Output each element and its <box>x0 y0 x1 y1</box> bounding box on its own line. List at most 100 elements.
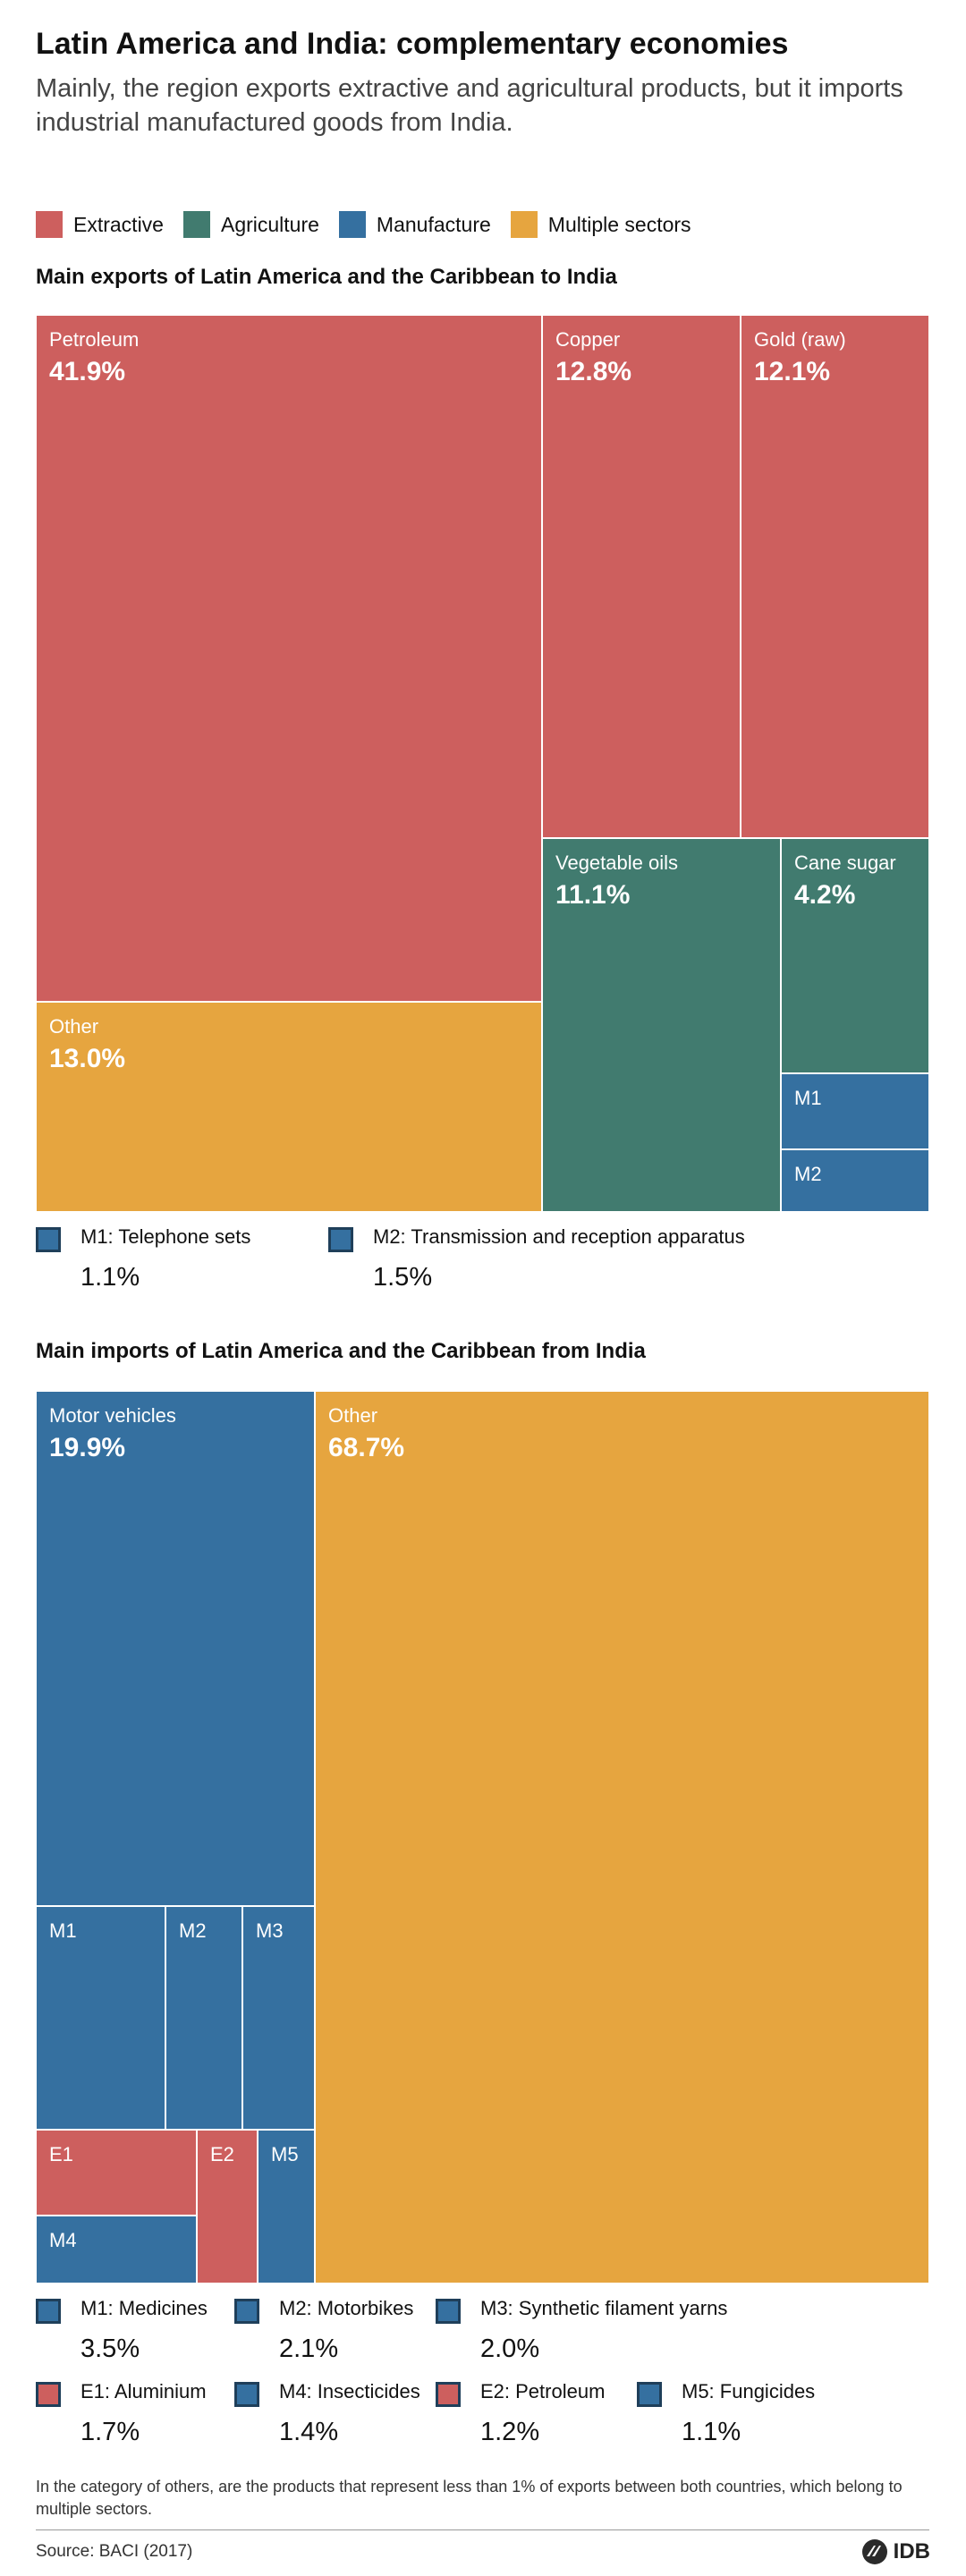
legend-swatch-agriculture <box>182 211 210 238</box>
imports-cell-e2: E2 <box>197 2130 258 2284</box>
imports-cell-m2: M2 <box>165 1906 242 2130</box>
imports-key-label: M2: Motorbikes <box>279 2297 414 2319</box>
imports-cell-label: M5 <box>271 2143 299 2165</box>
exports-cell-label: Vegetable oils <box>555 852 678 874</box>
imports-key-swatch <box>637 2382 662 2407</box>
imports-cell-value: 68.7% <box>328 1433 405 1462</box>
legend-label-extractive: Extractive <box>73 212 164 236</box>
imports-key-swatch <box>36 2382 61 2407</box>
exports-key-swatch <box>36 1227 61 1252</box>
imports-cell-label: M4 <box>49 2229 77 2251</box>
legend-item-multiple: Multiple sectors <box>510 211 691 238</box>
imports-key-label: E1: Aluminium <box>80 2380 207 2402</box>
imports-cell-label: M3 <box>256 1919 284 1942</box>
exports-key-value: 1.5% <box>373 1263 433 1292</box>
exports-key-m2: M2: Transmission and reception apparatus… <box>328 1225 745 1292</box>
exports-cell-petroleum: Petroleum 41.9% <box>36 315 542 1002</box>
imports-cell-label: Other <box>328 1404 378 1427</box>
exports-cell-m1: M1 <box>781 1073 929 1149</box>
exports-cell-value: 41.9% <box>49 357 126 386</box>
imports-key-m1: M1: Medicines 3.5% <box>36 2297 208 2364</box>
page-subtitle: Mainly, the region exports extractive an… <box>36 74 903 137</box>
exports-key-m1: M1: Telephone sets 1.1% <box>36 1225 250 1292</box>
legend-label-multiple: Multiple sectors <box>547 212 691 236</box>
exports-cell-value: 12.1% <box>754 357 831 386</box>
imports-cell-m1: M1 <box>36 1906 165 2130</box>
exports-cell-cane-sugar: Cane sugar 4.2% <box>781 838 929 1073</box>
imports-key-label: M4: Insecticides <box>279 2380 420 2402</box>
legend-swatch-multiple <box>510 211 538 238</box>
legend-item-manufacture: Manufacture <box>338 211 491 238</box>
imports-key-label: M3: Synthetic filament yarns <box>480 2297 728 2319</box>
imports-key-swatch <box>234 2299 259 2324</box>
imports-key-swatch <box>234 2382 259 2407</box>
exports-cell-other: Other 13.0% <box>36 1002 542 1212</box>
imports-treemap: Motor vehicles 19.9% Other 68.7% M1 M2 M3 E1 E2 M… <box>36 1391 929 2284</box>
exports-cell-label: Petroleum <box>49 328 140 351</box>
imports-key-m2: M2: Motorbikes 2.1% <box>234 2297 413 2364</box>
imports-key-value: 2.0% <box>480 2334 540 2363</box>
imports-key-value: 1.2% <box>480 2418 540 2446</box>
imports-key-m5: M5: Fungicides 1.1% <box>637 2380 815 2447</box>
imports-cell-other: Other 68.7% <box>315 1391 929 2284</box>
legend-label-manufacture: Manufacture <box>376 212 491 236</box>
idb-logo-text: IDB <box>893 2539 930 2563</box>
imports-cell-m5: M5 <box>258 2130 315 2284</box>
exports-chart-title: Main exports of Latin America and the Ca… <box>36 265 617 289</box>
sector-legend: Extractive Agriculture Manufacture Multi… <box>36 211 711 238</box>
imports-cell-label: E1 <box>49 2143 73 2165</box>
exports-cell-value: 4.2% <box>794 880 856 910</box>
exports-cell-value: 12.8% <box>555 357 632 386</box>
exports-key-swatch <box>328 1227 353 1252</box>
idb-logo-icon <box>861 2539 887 2564</box>
imports-cell-e1: E1 <box>36 2130 197 2216</box>
imports-cell-label: M2 <box>179 1919 207 1942</box>
page-title: Latin America and India: complementary e… <box>36 27 789 61</box>
exports-cell-label: Copper <box>555 328 621 351</box>
legend-item-agriculture: Agriculture <box>182 211 319 238</box>
imports-key-swatch <box>436 2382 461 2407</box>
exports-cell-label: M1 <box>794 1087 822 1109</box>
imports-key-swatch <box>436 2299 461 2324</box>
exports-treemap: Petroleum 41.9% Copper 12.8% Gold (raw) 12.1%… <box>36 315 929 1212</box>
imports-key-value: 1.4% <box>279 2418 339 2446</box>
imports-cell-label: Motor vehicles <box>49 1404 176 1427</box>
idb-logo: IDB <box>861 2538 930 2565</box>
imports-key-label: M1: Medicines <box>80 2297 208 2319</box>
imports-key-m4: M4: Insecticides 1.4% <box>234 2380 420 2447</box>
imports-cell-motor-vehicles: Motor vehicles 19.9% <box>36 1391 315 1906</box>
imports-key-e1: E1: Aluminium 1.7% <box>36 2380 207 2447</box>
imports-key-value: 1.7% <box>80 2418 140 2446</box>
imports-cell-m4: M4 <box>36 2216 197 2284</box>
footer-divider <box>36 2529 929 2530</box>
exports-cell-label: M2 <box>794 1163 822 1185</box>
imports-key-e2: E2: Petroleum 1.2% <box>436 2380 605 2447</box>
exports-cell-value: 11.1% <box>555 880 631 910</box>
exports-key-label: M1: Telephone sets <box>80 1225 251 1248</box>
exports-cell-label: Other <box>49 1015 99 1038</box>
imports-cell-label: E2 <box>210 2143 234 2165</box>
imports-key-list: M1: Medicines 3.5% M2: Motorbikes 2.1% M3: S… <box>36 2297 930 2467</box>
imports-key-label: E2: Petroleum <box>480 2380 606 2402</box>
footnote: In the category of others, are the produ… <box>36 2478 902 2518</box>
imports-key-value: 1.1% <box>682 2418 741 2446</box>
imports-key-m3: M3: Synthetic filament yarns 2.0% <box>436 2297 727 2364</box>
exports-key-list: M1: Telephone sets 1.1% M2: Transmission a… <box>36 1225 930 1324</box>
legend-item-extractive: Extractive <box>36 211 164 238</box>
exports-cell-gold-raw: Gold (raw) 12.1% <box>741 315 929 838</box>
imports-cell-m3: M3 <box>242 1906 315 2130</box>
imports-cell-label: M1 <box>49 1919 77 1942</box>
legend-swatch-manufacture <box>338 211 366 238</box>
exports-cell-label: Gold (raw) <box>754 328 846 351</box>
exports-cell-copper: Copper 12.8% <box>542 315 741 838</box>
imports-key-value: 3.5% <box>80 2334 140 2363</box>
exports-cell-vegetable-oils: Vegetable oils 11.1% <box>542 838 781 1212</box>
exports-cell-label: Cane sugar <box>794 852 896 874</box>
exports-key-value: 1.1% <box>80 1263 140 1292</box>
imports-key-value: 2.1% <box>279 2334 339 2363</box>
legend-label-agriculture: Agriculture <box>220 212 319 236</box>
imports-key-label: M5: Fungicides <box>682 2380 816 2402</box>
source-text: Source: BACI (2017) <box>36 2542 193 2561</box>
exports-cell-m2: M2 <box>781 1149 929 1212</box>
legend-swatch-extractive <box>36 211 63 238</box>
